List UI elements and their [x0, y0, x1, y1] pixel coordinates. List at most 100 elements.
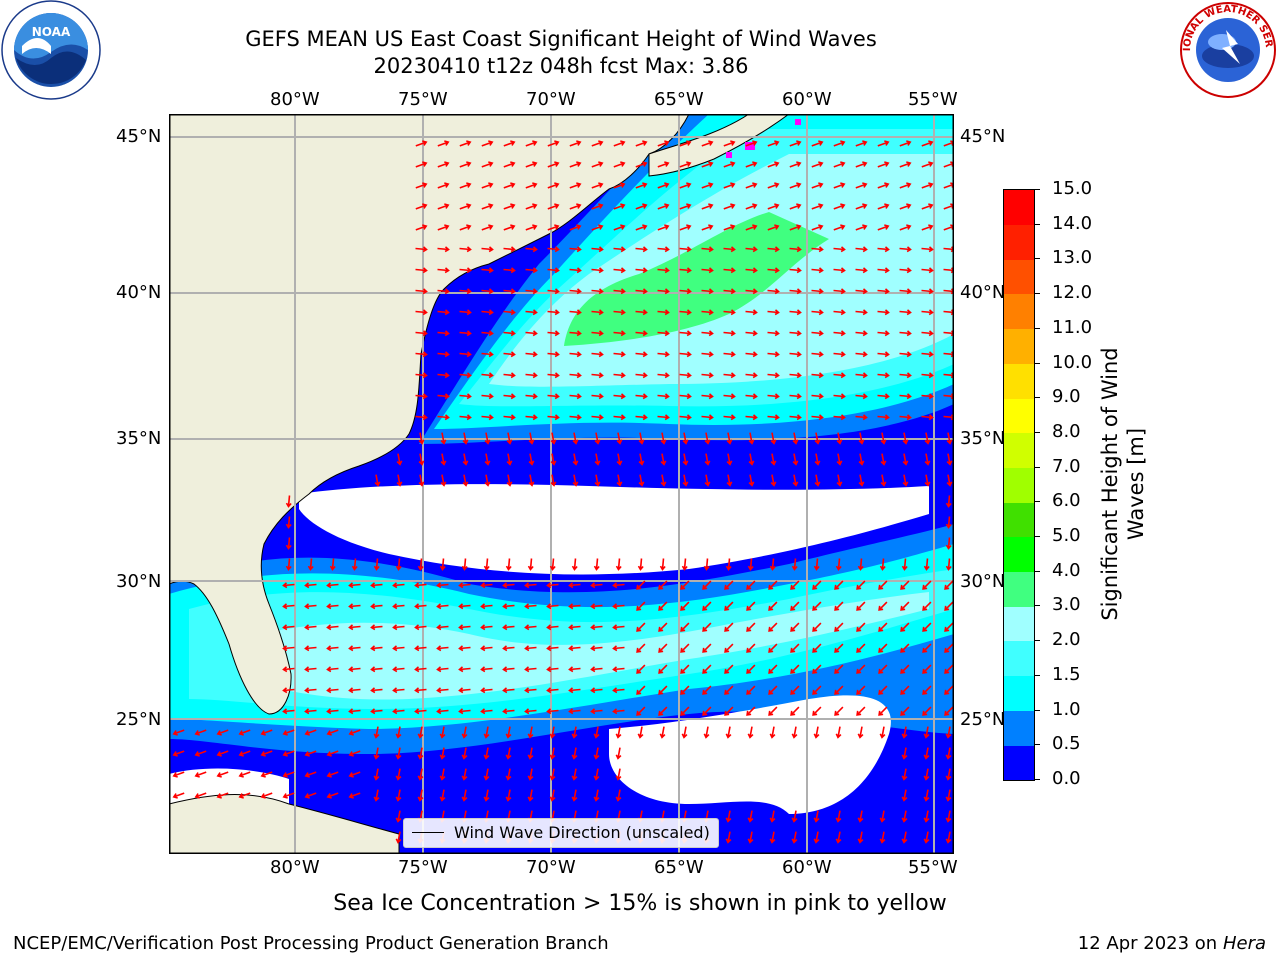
- wind-wave-arrow: [459, 414, 472, 421]
- wind-wave-arrow: [569, 288, 582, 295]
- wind-wave-arrow: [304, 750, 317, 757]
- wind-wave-arrow: [723, 267, 736, 274]
- wind-wave-arrow: [658, 706, 668, 716]
- wind-wave-arrow: [945, 726, 952, 739]
- wind-wave-arrow: [767, 161, 780, 168]
- wind-wave-arrow: [481, 203, 494, 210]
- wind-wave-arrow: [503, 161, 516, 168]
- wind-wave-arrow: [525, 203, 538, 210]
- wind-wave-arrow: [527, 747, 534, 760]
- sea-ice-patch: [795, 119, 801, 125]
- wind-wave-arrow: [767, 246, 780, 253]
- wind-wave-arrow: [282, 792, 295, 799]
- wind-wave-arrow: [395, 810, 402, 823]
- wind-wave-arrow: [726, 432, 733, 445]
- wind-wave-arrow: [899, 414, 912, 421]
- wind-wave-arrow: [282, 708, 295, 715]
- wind-wave-arrow: [680, 601, 690, 611]
- lat-tick-right-35n: 35°N: [960, 428, 1006, 449]
- wind-wave-arrow: [833, 393, 846, 400]
- wind-wave-arrow: [746, 664, 756, 674]
- wind-wave-arrow: [414, 582, 427, 589]
- wind-wave-arrow: [638, 474, 645, 487]
- lon-tick-top-55w: 55°W: [908, 89, 958, 110]
- wind-wave-arrow: [899, 351, 912, 358]
- wind-wave-arrow: [902, 453, 909, 466]
- wind-wave-arrow: [834, 601, 844, 611]
- wind-wave-arrow: [703, 726, 710, 739]
- wind-wave-arrow: [658, 601, 668, 611]
- wind-wave-arrow: [658, 664, 668, 674]
- colorbar-tick-label: 14.0: [1052, 212, 1093, 234]
- colorbar-tick-label: 0.0: [1052, 768, 1081, 789]
- wind-wave-arrow: [746, 643, 756, 653]
- wind-wave-arrow: [569, 309, 582, 316]
- wind-wave-arrow: [679, 288, 692, 295]
- colorbar-segment: [1004, 467, 1034, 503]
- wind-wave-arrow: [414, 708, 427, 715]
- wind-wave-arrow: [415, 140, 428, 147]
- wind-wave-arrow: [458, 603, 471, 610]
- wind-wave-arrow: [789, 393, 802, 400]
- wind-wave-arrow: [767, 351, 780, 358]
- wind-wave-arrow: [395, 768, 402, 781]
- wind-wave-arrow: [612, 624, 625, 631]
- wind-wave-arrow: [946, 453, 953, 466]
- wind-wave-arrow: [879, 831, 886, 844]
- wind-wave-arrow: [373, 726, 380, 739]
- wind-wave-arrow: [374, 474, 381, 487]
- wind-wave-arrow: [370, 624, 383, 631]
- lon-tick-bottom-60w: 60°W: [782, 857, 832, 878]
- wind-wave-arrow: [811, 203, 824, 210]
- wind-wave-arrow: [877, 267, 890, 274]
- colorbar-tick-label: 4.0: [1052, 559, 1081, 581]
- wind-wave-arrow: [635, 330, 648, 337]
- wind-wave-arrow: [461, 747, 468, 760]
- wind-wave-arrow: [615, 558, 622, 571]
- wind-wave-arrow: [726, 474, 733, 487]
- wind-wave-arrow: [856, 580, 866, 590]
- wind-wave-arrow: [590, 708, 603, 715]
- wind-wave-arrow: [503, 182, 516, 189]
- wind-wave-arrow: [480, 582, 493, 589]
- wind-wave-arrow: [745, 267, 758, 274]
- wind-wave-arrow: [461, 768, 468, 781]
- lat-tick-left-35n: 35°N: [116, 428, 162, 449]
- colorbar-tick-mark: [1034, 674, 1040, 676]
- wind-wave-arrow: [459, 330, 472, 337]
- wind-wave-arrow: [503, 351, 516, 358]
- wind-wave-arrow: [238, 792, 251, 799]
- wind-wave-arrow: [462, 432, 469, 445]
- wind-wave-arrow: [790, 664, 800, 674]
- wind-wave-arrow: [855, 414, 868, 421]
- wind-wave-arrow: [725, 831, 732, 844]
- wind-wave-arrow: [812, 685, 822, 695]
- wind-wave-arrow: [591, 161, 604, 168]
- wind-wave-arrow: [216, 771, 229, 778]
- wind-wave-arrow: [770, 474, 777, 487]
- wind-wave-arrow: [415, 372, 428, 379]
- wind-wave-arrow: [814, 432, 821, 445]
- wind-wave-arrow: [550, 474, 557, 487]
- wind-wave-arrow: [833, 288, 846, 295]
- wind-wave-arrow: [418, 453, 425, 466]
- wind-wave-arrow: [462, 474, 469, 487]
- wind-wave-arrow: [900, 580, 910, 590]
- wind-wave-arrow: [437, 330, 450, 337]
- wind-wave-arrow: [921, 393, 934, 400]
- wind-wave-arrow: [547, 246, 560, 253]
- colorbar-tick-label: 15.0: [1052, 178, 1093, 199]
- wind-wave-arrow: [546, 603, 559, 610]
- colorbar-tick-mark: [1034, 223, 1040, 225]
- wind-wave-arrow: [745, 351, 758, 358]
- wind-wave-arrow: [679, 203, 692, 210]
- wind-wave-arrow: [855, 309, 868, 316]
- wind-wave-arrow: [899, 372, 912, 379]
- wind-wave-arrow: [657, 267, 670, 274]
- wind-wave-arrow: [591, 246, 604, 253]
- wind-wave-arrow: [789, 203, 802, 210]
- wind-wave-arrow: [572, 432, 579, 445]
- wind-wave-arrow: [326, 750, 339, 757]
- wind-wave-arrow: [440, 453, 447, 466]
- wind-wave-arrow: [791, 726, 798, 739]
